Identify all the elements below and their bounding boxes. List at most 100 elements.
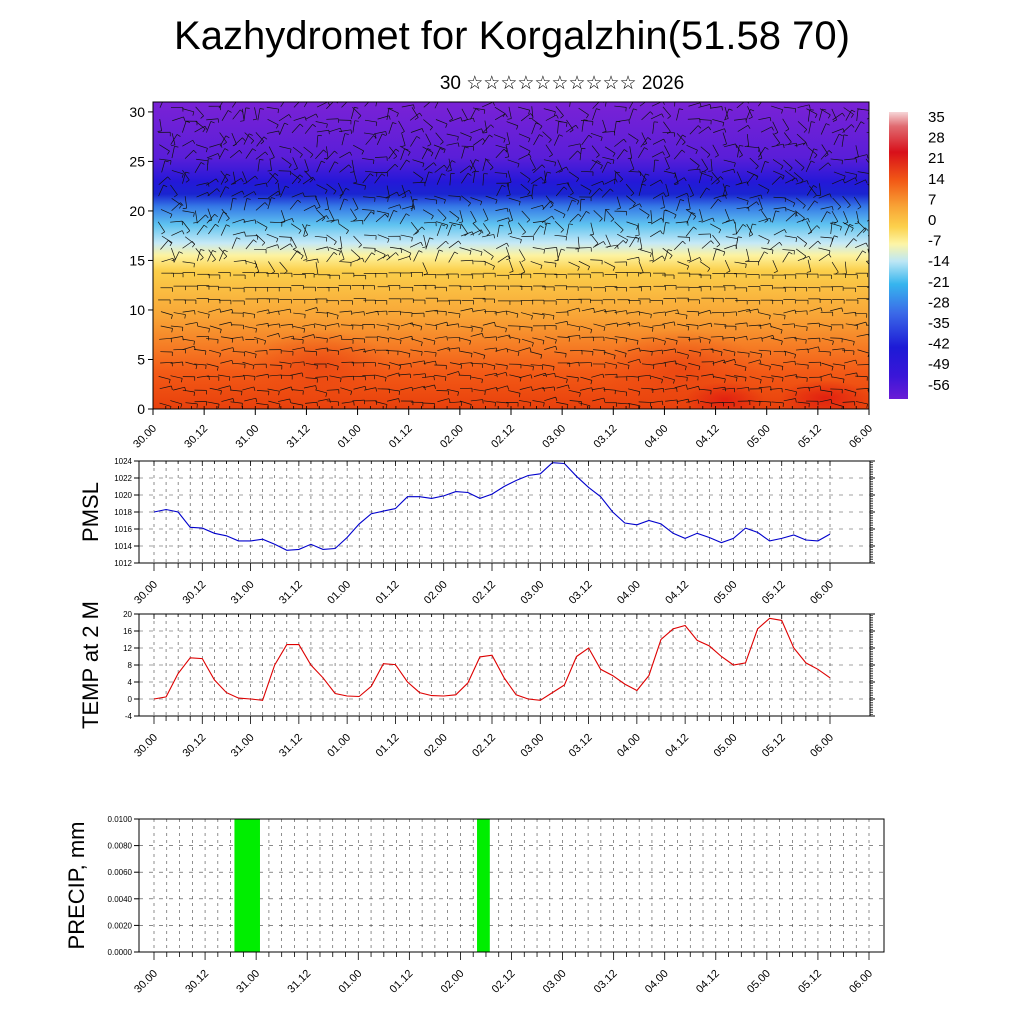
wind-barb-flag [568, 223, 574, 225]
wind-barb [460, 259, 473, 262]
x-tick-label: 02.12 [489, 423, 517, 451]
wind-barb-flag [504, 156, 509, 159]
wind-barb-flag [483, 109, 486, 114]
wind-barb-flag [717, 198, 722, 202]
wind-barb [389, 246, 402, 250]
wind-barb [857, 171, 869, 174]
x-tick-label: 06.00 [847, 423, 875, 451]
wind-barb [243, 107, 247, 120]
wind-barb [195, 210, 198, 223]
wind-barb [518, 400, 531, 403]
wind-barb [195, 144, 208, 149]
wind-barb [461, 173, 469, 184]
wind-barb-flag [716, 248, 721, 251]
wind-barb [422, 209, 434, 217]
wind-barb-flag [507, 118, 512, 120]
wind-barb [784, 350, 796, 355]
wind-barb-flag [351, 347, 353, 352]
y-tick-label: 1024 [114, 457, 132, 466]
y-tick-label: 0.0060 [108, 868, 133, 877]
wind-barb [196, 249, 201, 262]
wind-barb [280, 323, 293, 326]
wind-barb-flag [448, 347, 451, 352]
wind-barb-flag [607, 161, 612, 164]
wind-barb [532, 220, 545, 223]
wind-barb-flag [259, 108, 264, 110]
wind-barb [855, 145, 859, 158]
wind-barb-flag [756, 201, 760, 206]
wind-barb [315, 311, 328, 314]
y-tick-label: 1018 [114, 508, 132, 517]
wind-barb-flag [321, 217, 326, 222]
wind-barb-flag [460, 364, 463, 369]
wind-barb-flag [628, 119, 630, 124]
wind-barb [267, 388, 280, 392]
wind-barb [760, 161, 766, 173]
wind-barb [363, 247, 376, 249]
wind-barb-flag [707, 268, 711, 272]
wind-barb [328, 209, 335, 221]
wind-barb [581, 119, 585, 132]
wind-barb [158, 176, 168, 186]
wind-barb [460, 326, 473, 329]
wind-barb [736, 206, 749, 210]
wind-barb [542, 131, 552, 140]
wind-barb-flag [733, 169, 736, 174]
wind-barb [532, 118, 543, 127]
wind-barb-flag [588, 190, 592, 195]
wind-barb-flag [168, 379, 171, 384]
wind-barb-flag [661, 113, 664, 118]
wind-barb-flag [745, 263, 747, 269]
wind-barb [772, 210, 776, 223]
wind-barb [461, 145, 474, 147]
wind-barb [686, 374, 699, 377]
wind-barb [819, 108, 831, 116]
wind-barb [760, 126, 772, 133]
wind-barb [709, 106, 722, 109]
wind-barb [818, 108, 823, 121]
wind-barb [233, 362, 246, 365]
wind-barb-flag [323, 149, 327, 153]
wind-barb [650, 349, 663, 353]
wind-barb-flag [744, 366, 747, 372]
wind-barb-flag [443, 217, 447, 221]
wind-barb [543, 222, 547, 235]
wind-barb [254, 336, 266, 342]
wind-barb [365, 135, 374, 145]
wind-barb [157, 221, 166, 233]
wind-barb [434, 249, 440, 262]
wind-barb [400, 335, 412, 340]
wind-barb-flag [408, 189, 412, 194]
wind-barb-flag [842, 112, 845, 117]
wind-barb [316, 135, 319, 148]
wind-barb [639, 236, 643, 249]
wind-barb-flag [336, 315, 339, 320]
wind-barb [712, 119, 724, 123]
wind-barb [290, 372, 303, 376]
wind-barb-flag [673, 379, 675, 384]
wind-barb-flag [288, 164, 292, 169]
wind-barb-flag [817, 240, 821, 245]
wind-barb-flag [393, 210, 398, 213]
wind-barb-flag [686, 193, 689, 197]
wind-barb-flag [699, 257, 702, 262]
wind-barb-flag [410, 363, 412, 368]
wind-barb [602, 119, 607, 132]
wind-barb-flag [879, 388, 880, 392]
wind-barb [448, 240, 459, 249]
wind-barb-flag [378, 95, 382, 96]
wind-barb [398, 120, 405, 132]
x-tick-label: 01.00 [325, 579, 353, 607]
wind-barb-flag [556, 114, 559, 119]
wind-barb [329, 375, 342, 379]
wind-barb [602, 131, 615, 133]
wind-barb [266, 106, 279, 110]
wind-barb-flag [236, 237, 241, 240]
wind-barb-flag [193, 391, 195, 397]
wind-barb-flag [506, 242, 509, 247]
wind-barb [495, 144, 508, 149]
wind-barb [519, 374, 532, 379]
wind-barb-flag [750, 109, 755, 112]
wind-barb-flag [326, 123, 328, 128]
wind-barb [194, 162, 202, 173]
